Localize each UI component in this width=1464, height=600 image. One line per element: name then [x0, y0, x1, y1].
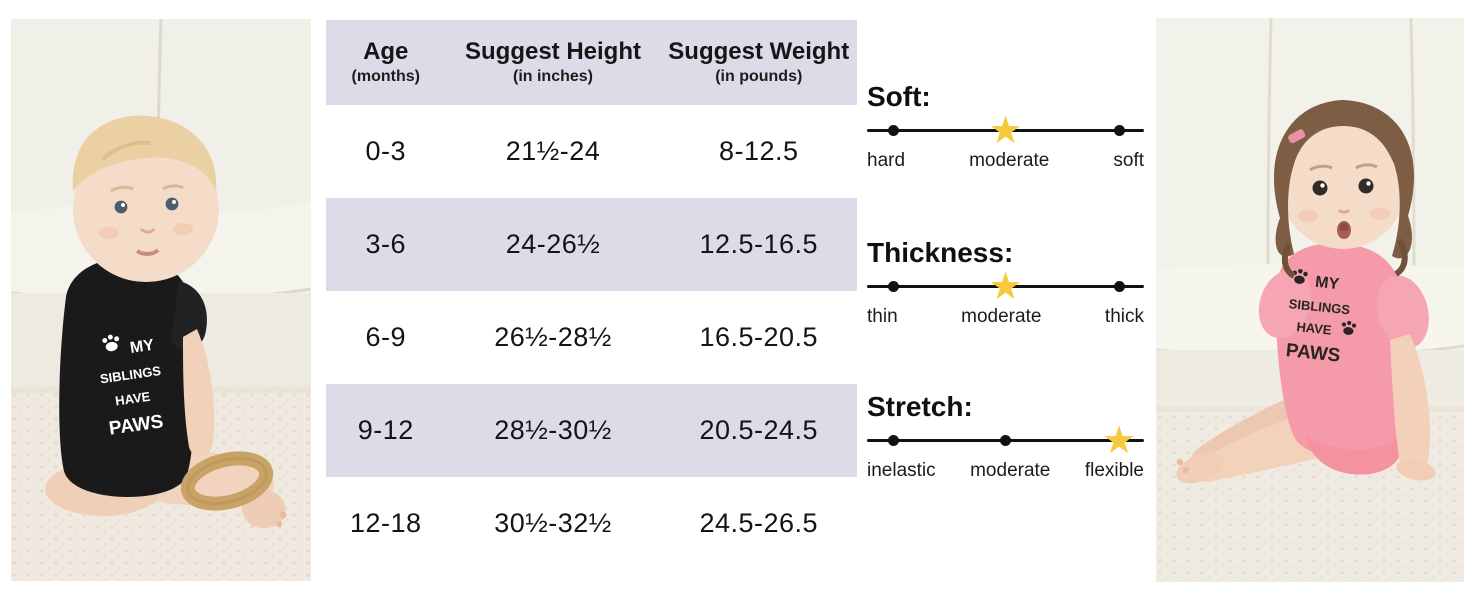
left-product-photo: MY SIBLINGS HAVE PAWS: [11, 19, 311, 581]
scale-title: Thickness:: [867, 237, 1014, 268]
scale-stop: [987, 423, 1025, 459]
wooden-toy-icon: [180, 451, 274, 511]
age-cell: 9-12: [357, 415, 414, 445]
paw-icon: [102, 334, 120, 352]
scale-track: ★: [867, 422, 1144, 460]
baby-face: [99, 184, 193, 256]
scale-stop: [874, 269, 912, 305]
star-rating-icon: ★: [988, 109, 1023, 152]
scale-stop: [1100, 113, 1138, 149]
table-row: 6-9 26½-28½ 16.5-20.5: [326, 291, 857, 384]
age-cell: 3-6: [365, 229, 406, 259]
height-cell: 21½-24: [505, 136, 601, 166]
svg-text:SIBLINGS: SIBLINGS: [1288, 296, 1351, 317]
right-product-photo: MY SIBLINGS HAVE PAWS: [1156, 18, 1464, 582]
scale-title: Stretch:: [867, 391, 973, 422]
weight-cell: 24.5-26.5: [699, 508, 819, 538]
scale-stop: [1100, 269, 1138, 305]
weight-cell: 8-12.5: [718, 136, 799, 166]
toddler-figure: MY SIBLINGS HAVE PAWS: [1176, 100, 1436, 484]
scale-line: [867, 128, 1144, 132]
paw-icon: [1341, 320, 1357, 335]
age-cell: 0-3: [365, 136, 406, 166]
table-row: 0-3 21½-24 8-12.5: [326, 105, 857, 198]
svg-text:HAVE: HAVE: [114, 389, 151, 409]
stretch-scale: Stretch: ★ inelastic moderate flexible: [867, 391, 1144, 482]
height-cell: 24-26½: [505, 229, 601, 259]
scale-labels: thin moderate thick: [867, 305, 1144, 327]
scale-title: Soft:: [867, 81, 931, 112]
toddler-hair: [1273, 100, 1415, 279]
age-cell: 12-18: [349, 508, 422, 538]
scale-labels: hard moderate soft: [867, 149, 1144, 171]
table-row: 3-6 24-26½ 12.5-16.5: [326, 198, 857, 291]
size-table: Age (months) Suggest Height (in inches) …: [326, 20, 857, 570]
height-cell: 28½-30½: [494, 415, 612, 445]
age-cell: 6-9: [365, 322, 406, 352]
scale-stop: [874, 423, 912, 459]
svg-text:HAVE: HAVE: [1296, 319, 1333, 338]
svg-text:MY: MY: [129, 337, 155, 357]
scale-track: ★: [867, 268, 1144, 306]
scale-labels: inelastic moderate flexible: [867, 459, 1144, 481]
baby-figure: MY SIBLINGS HAVE PAWS: [45, 115, 287, 529]
column-header-weight: Suggest Weight (in pounds): [668, 38, 850, 85]
paw-icon: [1292, 268, 1308, 284]
svg-text:MY: MY: [1314, 274, 1340, 293]
weight-cell: 12.5-16.5: [699, 229, 819, 259]
fabric-property-scales: Soft: ★ hard moderate soft Thickness: ★ …: [867, 0, 1144, 600]
star-rating-icon: ★: [1102, 419, 1137, 462]
baby-hair: [72, 115, 217, 191]
star-rating-icon: ★: [988, 265, 1023, 308]
hair-clip: [1288, 129, 1306, 144]
height-cell: 30½-32½: [494, 508, 612, 538]
table-row: 12-18 30½-32½ 24.5-26.5: [326, 477, 857, 570]
column-header-height: Suggest Height (in inches): [464, 38, 641, 85]
height-cell: 26½-28½: [494, 322, 612, 352]
toddler-face: [1298, 163, 1390, 239]
scale-line: [867, 284, 1144, 288]
softness-scale: Soft: ★ hard moderate soft: [867, 81, 1144, 172]
scale-stop: [874, 113, 912, 149]
size-table-header: Age (months) Suggest Height (in inches) …: [326, 20, 857, 105]
weight-cell: 20.5-24.5: [699, 415, 819, 445]
table-row: 9-12 28½-30½ 20.5-24.5: [326, 384, 857, 477]
thickness-scale: Thickness: ★ thin moderate thick: [867, 237, 1144, 328]
weight-cell: 16.5-20.5: [699, 322, 819, 352]
column-header-age: Age (months): [351, 38, 420, 85]
scale-track: ★: [867, 112, 1144, 150]
